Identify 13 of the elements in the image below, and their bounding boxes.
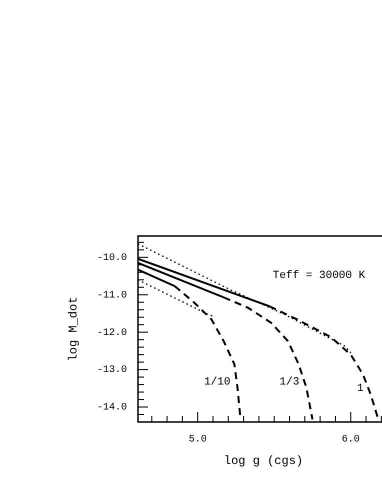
- x-axis-title: log g (cgs): [224, 454, 304, 468]
- x-tick-label: 5.0: [188, 434, 207, 446]
- y-tick-label: -11.0: [96, 290, 127, 302]
- y-tick-label: -10.0: [96, 252, 127, 264]
- annotation: 1/3: [280, 376, 300, 388]
- y-tick-label: -13.0: [96, 365, 127, 376]
- y-tick-label: -14.0: [96, 402, 127, 414]
- annotation: 1/10: [204, 376, 230, 388]
- x-tick-label: 6.0: [342, 434, 360, 446]
- annotation: Teff = 30000 K: [272, 270, 366, 282]
- annotation: 1: [357, 383, 364, 396]
- y-axis-title: log M_dot: [66, 296, 80, 362]
- y-tick-label: -12.0: [96, 328, 127, 339]
